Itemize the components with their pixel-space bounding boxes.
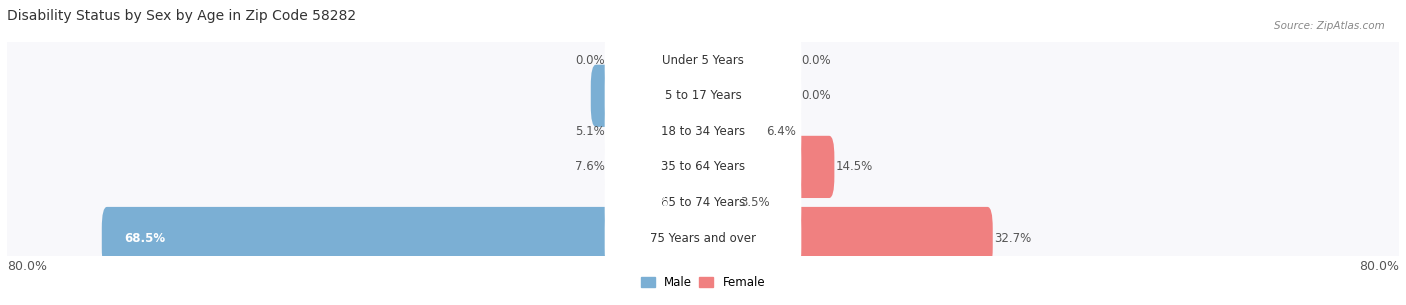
FancyBboxPatch shape [654, 100, 709, 163]
Text: Source: ZipAtlas.com: Source: ZipAtlas.com [1274, 21, 1385, 31]
Text: 0.0%: 0.0% [575, 54, 605, 67]
FancyBboxPatch shape [1, 150, 1405, 255]
FancyBboxPatch shape [0, 99, 1406, 235]
FancyBboxPatch shape [605, 93, 801, 170]
Text: 32.7%: 32.7% [994, 231, 1032, 245]
Text: 10.6%: 10.6% [628, 196, 669, 209]
FancyBboxPatch shape [0, 63, 1406, 199]
Text: 0.0%: 0.0% [801, 54, 831, 67]
FancyBboxPatch shape [0, 134, 1406, 271]
FancyBboxPatch shape [697, 100, 763, 163]
FancyBboxPatch shape [1, 43, 1405, 148]
FancyBboxPatch shape [101, 207, 709, 269]
FancyBboxPatch shape [606, 171, 709, 234]
FancyBboxPatch shape [1, 114, 1405, 219]
Text: 0.0%: 0.0% [801, 89, 831, 102]
FancyBboxPatch shape [0, 170, 1406, 305]
FancyBboxPatch shape [697, 136, 834, 198]
Text: 6.4%: 6.4% [766, 125, 796, 138]
FancyBboxPatch shape [605, 164, 801, 241]
FancyBboxPatch shape [697, 171, 738, 234]
Text: 80.0%: 80.0% [7, 260, 46, 273]
FancyBboxPatch shape [1, 8, 1405, 113]
Text: 7.6%: 7.6% [575, 160, 605, 174]
Text: 18 to 34 Years: 18 to 34 Years [661, 125, 745, 138]
Legend: Male, Female: Male, Female [636, 272, 770, 294]
Text: 65 to 74 Years: 65 to 74 Years [661, 196, 745, 209]
Text: 5.1%: 5.1% [575, 125, 605, 138]
Text: Disability Status by Sex by Age in Zip Code 58282: Disability Status by Sex by Age in Zip C… [7, 9, 356, 23]
FancyBboxPatch shape [605, 200, 801, 276]
FancyBboxPatch shape [605, 22, 801, 99]
FancyBboxPatch shape [605, 129, 801, 205]
FancyBboxPatch shape [605, 58, 801, 134]
FancyBboxPatch shape [1, 185, 1405, 290]
Text: 75 Years and over: 75 Years and over [650, 231, 756, 245]
FancyBboxPatch shape [591, 65, 709, 127]
Text: Under 5 Years: Under 5 Years [662, 54, 744, 67]
Text: 14.5%: 14.5% [837, 160, 873, 174]
Text: 68.5%: 68.5% [124, 231, 166, 245]
Text: 35 to 64 Years: 35 to 64 Years [661, 160, 745, 174]
Text: 3.5%: 3.5% [741, 196, 770, 209]
FancyBboxPatch shape [1, 79, 1405, 184]
FancyBboxPatch shape [0, 27, 1406, 164]
Text: 80.0%: 80.0% [1360, 260, 1399, 273]
FancyBboxPatch shape [0, 0, 1406, 128]
FancyBboxPatch shape [697, 207, 993, 269]
Text: 5 to 17 Years: 5 to 17 Years [665, 89, 741, 102]
Text: 12.3%: 12.3% [613, 89, 654, 102]
FancyBboxPatch shape [631, 136, 709, 198]
